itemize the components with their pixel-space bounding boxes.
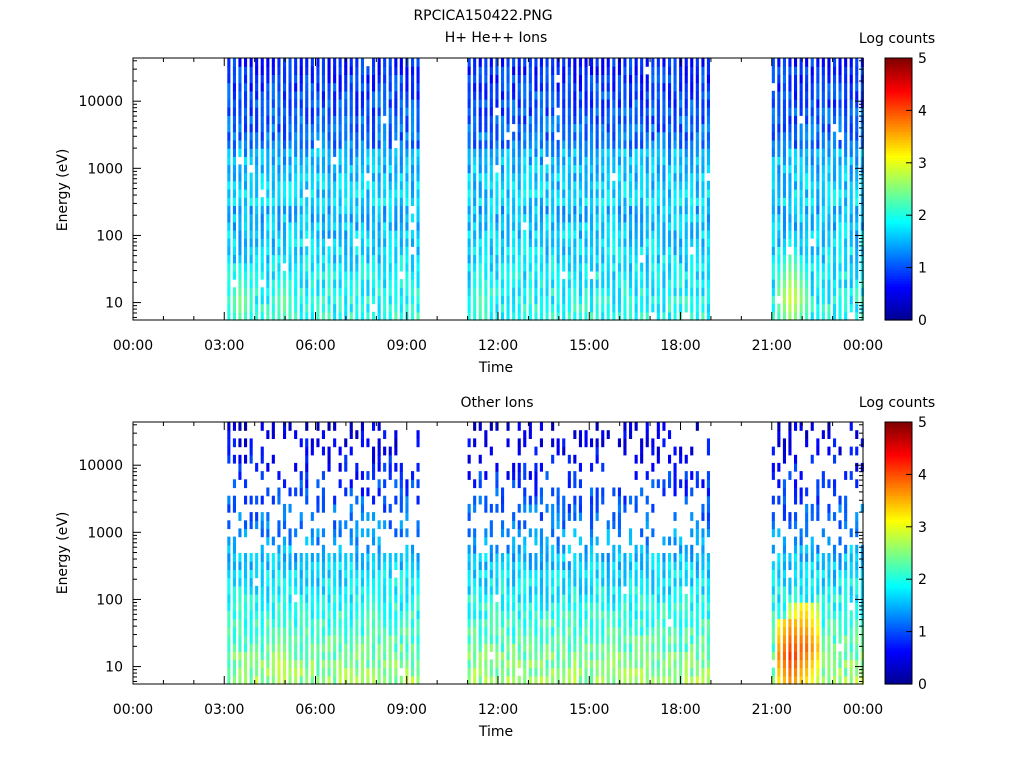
x-tick-label: 06:00 — [295, 702, 335, 718]
x-tick-label: 15:00 — [569, 702, 609, 718]
x-tick-label: 18:00 — [660, 338, 700, 354]
y-tick-label: 1000 — [87, 525, 123, 541]
y-axis-label: Energy (eV) — [55, 512, 71, 595]
colorbar-tick-label: 1 — [918, 625, 927, 641]
x-tick-label: 21:00 — [752, 702, 792, 718]
colorbar-tick-label: 5 — [918, 415, 927, 431]
panel-title: H+ He++ Ions — [445, 30, 548, 46]
colorbar-tick-label: 2 — [918, 572, 927, 588]
x-tick-label: 00:00 — [843, 702, 883, 718]
spectrogram-cells — [227, 58, 864, 321]
x-tick-label: 06:00 — [295, 338, 335, 354]
colorbar-tick-label: 4 — [918, 103, 927, 119]
spectrogram: 00:00 03:00 06:00 09:00 12:00 15:00 18:00 21:00… — [78, 422, 883, 718]
x-tick-label: 00:00 — [843, 338, 883, 354]
panel-title: Other Ions — [460, 395, 533, 411]
y-tick-label: 1000 — [87, 161, 123, 177]
y-tick-label: 100 — [96, 228, 123, 244]
y-tick-label: 10000 — [78, 94, 123, 110]
y-tick-label: 100 — [96, 592, 123, 608]
y-tick-label: 10 — [105, 660, 123, 676]
x-tick-label: 12:00 — [478, 702, 518, 718]
y-axis-label: Energy (eV) — [55, 149, 71, 232]
x-tick-label: 00:00 — [113, 338, 153, 354]
y-tick-label: 10 — [105, 296, 123, 312]
colorbar-tick-label: 4 — [918, 467, 927, 483]
x-tick-label: 21:00 — [752, 338, 792, 354]
panel-other: Other Ions 00:00 03:00 06:00 09:00 12:00 15:0… — [55, 395, 935, 740]
colorbar-label: Log counts — [859, 31, 935, 47]
x-tick-label: 15:00 — [569, 338, 609, 354]
colorbar-tick-label: 0 — [918, 677, 927, 693]
x-tick-label: 03:00 — [204, 338, 244, 354]
x-axis-label: Time — [478, 360, 513, 376]
x-tick-label: 03:00 — [204, 702, 244, 718]
x-tick-label: 12:00 — [478, 338, 518, 354]
colorbar-tick-label: 2 — [918, 208, 927, 224]
x-tick-label: 00:00 — [113, 702, 153, 718]
x-axis-label: Time — [478, 724, 513, 740]
x-tick-label: 09:00 — [387, 338, 427, 354]
colorbar-tick-label: 0 — [918, 313, 927, 329]
colorbar-tick-label: 5 — [918, 51, 927, 67]
y-tick-label: 10000 — [78, 458, 123, 474]
colorbar: 0 1 2 3 4 5 — [885, 51, 927, 329]
figure-title: RPCICA150422.PNG — [413, 8, 552, 24]
colorbar-tick-label: 3 — [918, 520, 927, 536]
spectrogram-cells — [227, 422, 864, 685]
spectrogram: 00:00 03:00 06:00 09:00 12:00 15:00 18:00 21:00… — [78, 58, 883, 354]
x-tick-label: 09:00 — [387, 702, 427, 718]
colorbar-label: Log counts — [859, 395, 935, 411]
colorbar-tick-label: 1 — [918, 261, 927, 277]
x-tick-label: 18:00 — [660, 702, 700, 718]
colorbar: 0 1 2 3 4 5 — [885, 415, 927, 693]
colorbar-tick-label: 3 — [918, 156, 927, 172]
